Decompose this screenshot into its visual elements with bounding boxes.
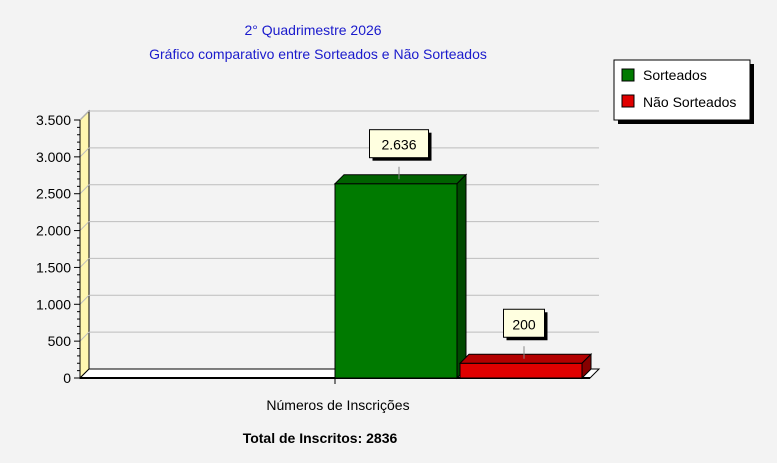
- legend-label-sorteados: Sorteados: [643, 67, 707, 83]
- chart-title: 2° Quadrimestre 2026: [244, 22, 381, 38]
- legend-swatch-nao-sorteados: [621, 94, 635, 108]
- data-label-box: [503, 308, 545, 338]
- bar-top-1: [458, 353, 593, 364]
- bar-top-0: [333, 174, 468, 185]
- gridline-depth: [79, 221, 90, 231]
- y-tick-label: 500: [48, 333, 72, 349]
- left-wall: [79, 109, 90, 380]
- data-label: 2.636: [381, 137, 416, 153]
- plot-area: 0 500 1.000 1.500 2.000 2.500 3.000 3.500 2.636 2…: [36, 109, 601, 386]
- bar-0: [334, 183, 458, 379]
- legend-swatch-sorteados: [621, 68, 635, 82]
- total-footer: Total de Inscritos: 2836: [243, 430, 398, 446]
- y-tick-label: 1.000: [36, 296, 71, 312]
- y-tick-label: 3.000: [36, 149, 71, 165]
- bar-side-1: [581, 353, 592, 380]
- gridline-depth: [79, 147, 90, 158]
- y-tick-label: 2.500: [36, 186, 71, 202]
- x-axis-label: Números de Inscrições: [266, 397, 409, 413]
- gridline-depth: [79, 258, 90, 268]
- y-tick-label: 0: [63, 370, 71, 386]
- gridline-depth: [79, 110, 90, 121]
- chart-subtitle: Gráfico comparativo entre Sorteados e Nã…: [149, 46, 487, 62]
- data-label: 200: [512, 316, 536, 332]
- gridline-depth: [79, 184, 90, 195]
- gridline-depth: [79, 294, 90, 305]
- y-tick-label: 1.500: [36, 259, 71, 275]
- data-label-box: [369, 129, 429, 159]
- legend: Sorteados Não Sorteados: [613, 59, 754, 124]
- bar-side-0: [456, 173, 467, 380]
- legend-label-nao-sorteados: Não Sorteados: [643, 94, 736, 110]
- y-tick-label: 2.000: [36, 223, 71, 239]
- bar-1: [459, 362, 583, 379]
- gridline-depth: [79, 331, 90, 342]
- y-tick-label: 3.500: [36, 112, 71, 128]
